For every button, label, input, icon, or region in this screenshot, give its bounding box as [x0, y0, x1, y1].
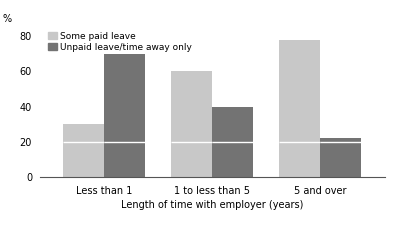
Bar — [320, 138, 361, 177]
Text: %: % — [3, 14, 12, 24]
Bar — [212, 106, 253, 177]
Legend: Some paid leave, Unpaid leave/time away only: Some paid leave, Unpaid leave/time away … — [48, 32, 192, 52]
Bar — [64, 124, 104, 177]
Bar — [104, 54, 145, 177]
Bar — [279, 39, 320, 177]
Bar — [172, 71, 212, 177]
X-axis label: Length of time with employer (years): Length of time with employer (years) — [121, 200, 304, 210]
